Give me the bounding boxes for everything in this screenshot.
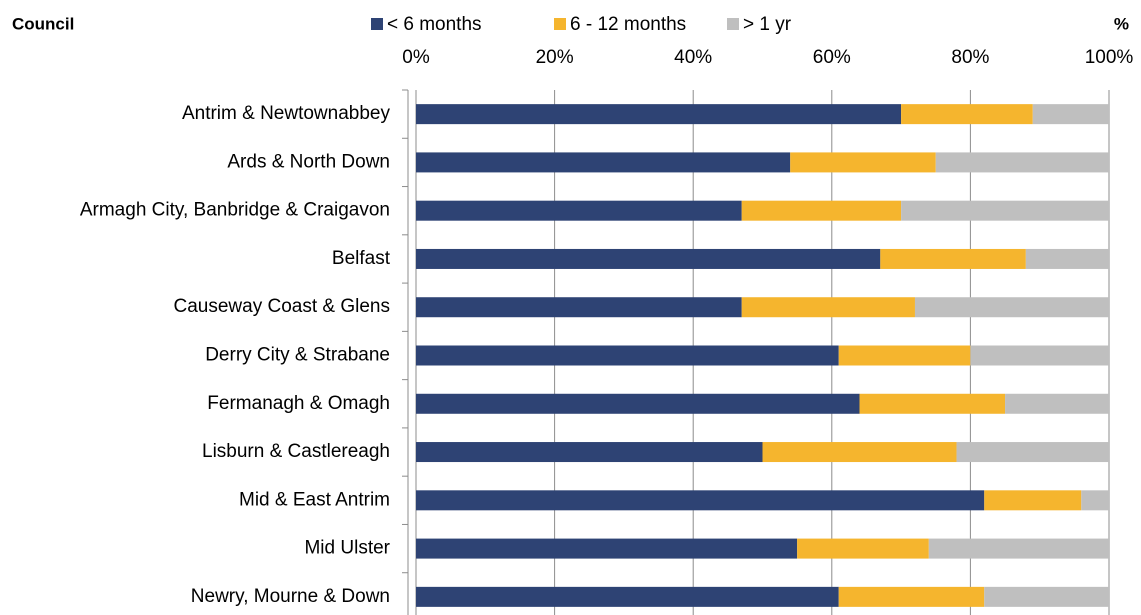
y-tick-label: Armagh City, Banbridge & Craigavon xyxy=(80,200,390,221)
y-tick-label: Belfast xyxy=(332,248,391,269)
bar-segment xyxy=(880,248,1026,269)
bar-segment xyxy=(859,393,1006,414)
bar-segment xyxy=(935,152,1109,173)
y-tick-label: Derry City & Strabane xyxy=(205,345,390,366)
bar-segment xyxy=(416,297,742,318)
legend-label: < 6 months xyxy=(387,14,482,35)
y-tick-label: Lisburn & Castlereagh xyxy=(202,441,390,462)
y-tick-label: Mid Ulster xyxy=(304,538,390,559)
legend-swatch xyxy=(727,18,739,30)
y-tick-label: Fermanagh & Omagh xyxy=(207,393,390,414)
bar-segment xyxy=(797,538,929,559)
legend-swatch xyxy=(371,18,383,30)
bar-segment xyxy=(984,586,1109,607)
legend-label: 6 - 12 months xyxy=(570,14,686,35)
x-axis-title: % xyxy=(1114,14,1129,33)
bar-segment xyxy=(416,152,791,173)
bar-segment xyxy=(1005,393,1109,414)
bar-segment xyxy=(984,490,1082,511)
bar-segment xyxy=(928,538,1109,559)
x-tick-label: 40% xyxy=(674,47,712,68)
legend-label: > 1 yr xyxy=(743,14,792,35)
bar-segment xyxy=(1025,248,1109,269)
x-tick-label: 20% xyxy=(536,47,574,68)
y-tick-label: Newry, Mourne & Down xyxy=(191,586,390,607)
bar-segment xyxy=(970,345,1109,366)
bar-segment xyxy=(416,442,763,463)
x-tick-label: 0% xyxy=(402,47,430,68)
bar-segment xyxy=(416,248,881,269)
y-tick-label: Ards & North Down xyxy=(227,151,390,172)
y-axis-title: Council xyxy=(12,14,74,33)
y-tick-label: Antrim & Newtownabbey xyxy=(182,103,391,124)
legend-swatch xyxy=(554,18,566,30)
y-tick-label: Mid & East Antrim xyxy=(239,489,390,510)
bar-segment xyxy=(1032,104,1109,125)
bar-segment xyxy=(901,200,1109,221)
bar-segment xyxy=(956,442,1109,463)
y-tick-label: Causeway Coast & Glens xyxy=(174,296,391,317)
bar-segment xyxy=(416,490,985,511)
bar-segment xyxy=(416,538,798,559)
bar-segment xyxy=(741,297,915,318)
bar-segment xyxy=(416,200,742,221)
x-tick-label: 80% xyxy=(951,47,989,68)
bar-segment xyxy=(790,152,936,173)
bar-segment xyxy=(416,345,839,366)
bar-segment xyxy=(838,345,971,366)
bar-segment xyxy=(1081,490,1109,511)
bar-segment xyxy=(416,586,839,607)
bar-segment xyxy=(741,200,902,221)
x-tick-label: 100% xyxy=(1085,47,1134,68)
bar-segment xyxy=(762,442,957,463)
bar-segment xyxy=(914,297,1109,318)
bar-segment xyxy=(838,586,985,607)
bar-segment xyxy=(416,393,860,414)
x-tick-label: 60% xyxy=(813,47,851,68)
bar-segment xyxy=(901,104,1033,125)
bar-segment xyxy=(416,104,902,125)
